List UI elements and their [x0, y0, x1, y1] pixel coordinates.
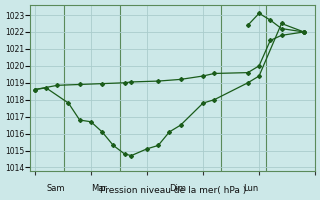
Text: Dim: Dim — [169, 184, 186, 193]
X-axis label: Pression niveau de la mer( hPa ): Pression niveau de la mer( hPa ) — [100, 186, 246, 195]
Text: Sam: Sam — [46, 184, 65, 193]
Text: Mar: Mar — [91, 184, 107, 193]
Text: Lun: Lun — [244, 184, 259, 193]
